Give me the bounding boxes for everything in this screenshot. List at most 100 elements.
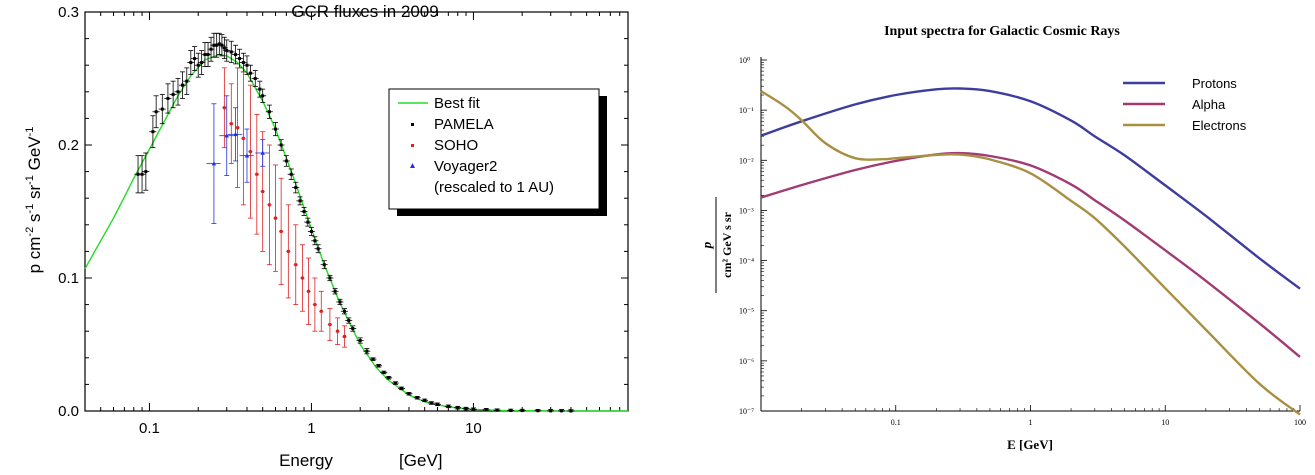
marker bbox=[358, 339, 362, 343]
y-axis-label-numerator: p bbox=[699, 241, 714, 249]
data-point-pamela bbox=[567, 409, 575, 413]
data-point-soho bbox=[240, 71, 246, 206]
marker bbox=[377, 364, 381, 368]
marker bbox=[302, 210, 306, 213]
marker bbox=[248, 71, 252, 75]
data-point-pamela bbox=[356, 337, 364, 344]
data-point-pamela bbox=[191, 46, 199, 71]
marker bbox=[245, 63, 249, 67]
marker bbox=[446, 404, 450, 408]
plot-frame bbox=[84, 11, 629, 412]
marker bbox=[549, 409, 553, 413]
legend-box bbox=[388, 88, 600, 210]
marker bbox=[176, 90, 180, 94]
data-point-pamela bbox=[296, 196, 304, 206]
data-point-pamela bbox=[493, 408, 501, 412]
x-axis-label: E [GeV] bbox=[1007, 437, 1053, 452]
data-point-soho bbox=[318, 290, 324, 332]
data-point-pamela bbox=[149, 115, 157, 149]
data-point-pamela bbox=[375, 364, 383, 368]
marker bbox=[286, 249, 290, 253]
data-point-pamela bbox=[427, 401, 435, 405]
marker bbox=[343, 309, 347, 313]
y-tick-label: 0.1 bbox=[58, 270, 79, 287]
marker bbox=[464, 407, 468, 411]
data-point-soho bbox=[278, 177, 284, 286]
data-point-pamela bbox=[223, 39, 231, 62]
data-point-pamela bbox=[336, 298, 344, 306]
marker bbox=[509, 408, 513, 412]
x-tick-label: 0.1 bbox=[139, 420, 160, 437]
marker bbox=[225, 49, 229, 53]
y-tick-label: 0.0 bbox=[58, 403, 79, 420]
marker bbox=[569, 409, 573, 413]
marker bbox=[415, 396, 419, 400]
data-point-pamela bbox=[307, 227, 315, 236]
series-voyager2 bbox=[206, 95, 270, 224]
data-point-pamela bbox=[169, 80, 177, 109]
data-point-pamela bbox=[207, 36, 215, 62]
data-point-pamela bbox=[142, 152, 150, 191]
data-point-soho bbox=[254, 114, 260, 235]
marker bbox=[289, 172, 293, 176]
data-point-pamela bbox=[259, 88, 267, 103]
data-point-pamela bbox=[243, 55, 251, 75]
data-point-soho bbox=[228, 83, 234, 165]
data-point-pamela bbox=[194, 52, 202, 78]
y-tick-label: 10⁻⁷ bbox=[739, 407, 754, 416]
marker bbox=[181, 83, 185, 87]
data-point-pamela bbox=[534, 409, 542, 413]
legend: Protons Alpha Electrons bbox=[1123, 76, 1247, 133]
marker bbox=[248, 150, 252, 154]
marker bbox=[316, 247, 320, 251]
marker bbox=[166, 96, 170, 100]
series-line-electrons bbox=[760, 90, 1301, 416]
data-point-voyager2 bbox=[228, 107, 243, 162]
data-point-pamela bbox=[138, 155, 146, 194]
data-point-soho bbox=[247, 84, 253, 219]
data-point-pamela bbox=[326, 274, 334, 282]
plot-area bbox=[84, 32, 628, 413]
data-point-pamela bbox=[271, 121, 279, 137]
data-point-pamela bbox=[265, 104, 273, 119]
marker bbox=[241, 136, 245, 140]
y-tick-label: 10⁻³ bbox=[739, 206, 754, 215]
data-point-pamela bbox=[405, 391, 413, 396]
marker bbox=[261, 94, 265, 98]
data-point-pamela bbox=[174, 78, 182, 106]
x-tick-label: 10 bbox=[465, 420, 482, 437]
data-point-voyager2 bbox=[206, 103, 221, 224]
marker bbox=[253, 77, 257, 80]
marker bbox=[300, 276, 304, 280]
marker bbox=[319, 309, 323, 313]
marker bbox=[382, 370, 386, 374]
data-point-pamela bbox=[246, 64, 254, 82]
marker bbox=[261, 190, 265, 194]
data-point-pamela bbox=[300, 207, 308, 216]
data-point-soho bbox=[221, 67, 227, 149]
marker bbox=[365, 349, 369, 353]
data-point-pamela bbox=[287, 168, 295, 180]
marker bbox=[171, 92, 175, 96]
data-point-pamela bbox=[363, 348, 371, 355]
marker bbox=[298, 199, 302, 203]
marker bbox=[255, 172, 259, 176]
plot-area bbox=[760, 87, 1301, 416]
legend-label-best-fit: Best fit bbox=[434, 95, 481, 112]
series-line-protons bbox=[760, 87, 1301, 290]
data-point-pamela bbox=[178, 71, 186, 99]
data-point-pamela bbox=[235, 48, 244, 69]
series-soho bbox=[221, 67, 348, 348]
data-point-pamela bbox=[413, 395, 421, 400]
marker bbox=[393, 381, 397, 385]
legend-marker-soho bbox=[411, 144, 414, 147]
data-point-pamela bbox=[187, 50, 195, 75]
y-tick-label: 0.2 bbox=[58, 137, 79, 154]
y-axis-label-denominator: cm² GeV s sr bbox=[720, 211, 734, 277]
marker bbox=[560, 409, 564, 413]
marker bbox=[209, 47, 213, 51]
marker bbox=[313, 303, 317, 307]
marker bbox=[222, 106, 226, 110]
marker bbox=[229, 122, 233, 126]
